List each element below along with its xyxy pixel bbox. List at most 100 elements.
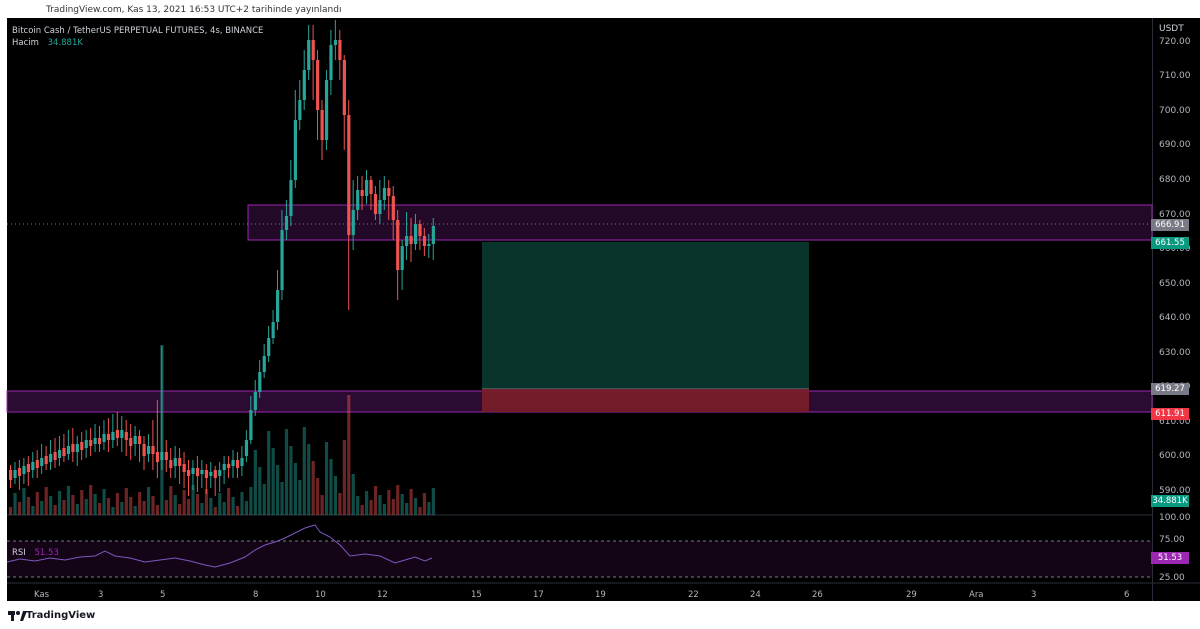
volume-bar xyxy=(57,491,62,515)
candle-body xyxy=(405,236,409,246)
candle-body xyxy=(106,434,111,440)
time-label: 22 xyxy=(688,590,699,600)
volume-bar xyxy=(31,506,35,515)
volume-bar xyxy=(262,484,266,515)
time-label: 19 xyxy=(595,590,606,600)
candle-body xyxy=(71,444,75,452)
volume-bar xyxy=(413,498,418,515)
volume-bar xyxy=(284,429,289,515)
candle-body xyxy=(262,356,266,372)
rsi-value: 51.53 xyxy=(34,548,59,558)
candle-body xyxy=(75,444,79,452)
volume-bar xyxy=(17,502,22,515)
volume-bar xyxy=(249,487,253,515)
candle-body xyxy=(418,224,422,236)
volume-marker: 34.881K xyxy=(1151,495,1189,507)
candle-body xyxy=(227,464,231,468)
volume-bar xyxy=(373,486,378,515)
volume-bar xyxy=(49,496,53,515)
candle-body xyxy=(195,468,200,476)
candle-body xyxy=(289,180,293,216)
volume-bar xyxy=(89,485,93,515)
volume-bar xyxy=(280,482,284,515)
volume-bar xyxy=(204,489,208,515)
candle-body xyxy=(49,454,53,462)
price-tick: 600.00 xyxy=(1159,451,1191,461)
volume-bar xyxy=(302,427,306,515)
volume-bar xyxy=(227,488,231,515)
candle-body xyxy=(271,322,275,338)
volume-bar xyxy=(316,478,320,515)
volume-bar xyxy=(396,485,400,515)
footer: TradingView xyxy=(0,601,1200,629)
price-tick: 590.00 xyxy=(1159,486,1191,496)
price-tick: 700.00 xyxy=(1159,106,1191,116)
volume-bar xyxy=(342,440,346,515)
volume-bar xyxy=(93,494,97,515)
candle-body xyxy=(89,440,93,446)
volume-bar xyxy=(84,499,88,515)
current-price-marker: 666.91 xyxy=(1151,219,1189,231)
resistance-zone xyxy=(247,204,1153,241)
tradingview-logo-icon xyxy=(8,611,27,621)
candle-body xyxy=(329,45,333,80)
candle-body xyxy=(351,210,355,235)
volume-bar xyxy=(120,502,124,515)
volume-bar xyxy=(124,488,128,515)
position-profit-area[interactable] xyxy=(482,242,809,389)
candle-body xyxy=(111,432,115,440)
candle-body xyxy=(293,120,297,180)
candle-body xyxy=(151,446,155,454)
volume-bar xyxy=(35,492,39,515)
candle-body xyxy=(204,470,208,478)
candle-body xyxy=(182,464,186,472)
candle-body xyxy=(431,226,435,244)
volume-bar xyxy=(351,474,355,515)
time-label: 10 xyxy=(315,590,326,600)
time-label: 26 xyxy=(812,590,823,600)
candle-body xyxy=(338,40,342,60)
volume-bar xyxy=(293,463,297,515)
volume-bar xyxy=(298,480,302,515)
candle-body xyxy=(333,40,338,45)
candle-body xyxy=(347,115,351,235)
candle-body xyxy=(235,460,240,468)
position-stop-area[interactable] xyxy=(482,389,809,412)
time-label: 29 xyxy=(906,590,917,600)
volume-bar xyxy=(66,486,71,515)
volume-bar xyxy=(222,502,226,515)
candle-body xyxy=(142,444,146,456)
volume-bar xyxy=(169,486,173,515)
candle-body xyxy=(356,190,360,210)
candle-body xyxy=(138,436,142,444)
rsi-band xyxy=(7,541,1152,577)
volume-bar xyxy=(53,505,57,515)
volume-bar xyxy=(191,485,195,515)
volume-bar xyxy=(427,502,431,515)
volume-bar xyxy=(142,501,146,515)
volume-bar xyxy=(231,497,235,515)
volume-bar xyxy=(324,442,329,515)
volume-bar xyxy=(138,492,142,515)
price-tick: 660.00 xyxy=(1159,244,1191,254)
time-label: 8 xyxy=(253,590,259,600)
candle-body xyxy=(9,470,13,480)
candle-body xyxy=(31,462,35,470)
time-label: 17 xyxy=(533,590,544,600)
candle-body xyxy=(298,100,302,120)
volume-bar xyxy=(347,395,351,515)
candle-body xyxy=(57,450,62,458)
currency-label: USDT xyxy=(1159,24,1184,34)
candle-body xyxy=(218,470,222,476)
volume-bar xyxy=(356,496,360,515)
price-tick: 710.00 xyxy=(1159,71,1191,81)
volume-bar xyxy=(369,500,373,515)
symbol-title[interactable]: Bitcoin Cash / TetherUS PERPETUAL FUTURE… xyxy=(12,26,264,36)
publish-info: TradingView.com, Kas 13, 2021 16:53 UTC+… xyxy=(46,5,342,15)
time-label: Kas xyxy=(34,590,50,600)
candle-body xyxy=(164,452,168,460)
time-label: 12 xyxy=(377,590,388,600)
rsi-line xyxy=(6,524,433,568)
rsi-tick-25: 25.00 xyxy=(1159,573,1185,583)
